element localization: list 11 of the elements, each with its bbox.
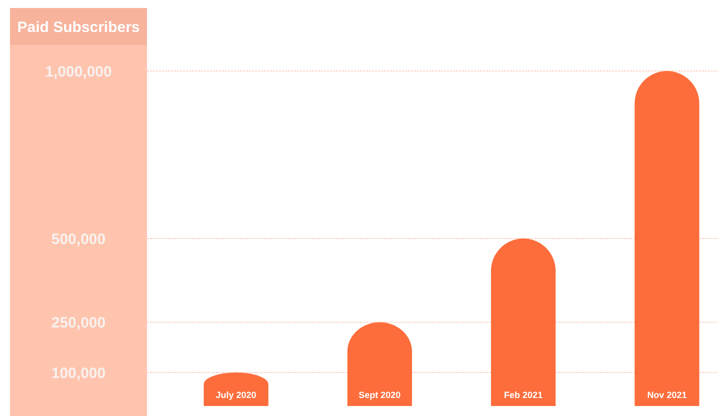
x-tick-label: July 2020 — [216, 390, 256, 400]
y-tick-label: 1,000,000 — [45, 63, 112, 80]
bar — [634, 71, 700, 406]
y-axis-title: Paid Subscribers — [17, 19, 140, 36]
y-tick-label: 100,000 — [51, 364, 106, 382]
x-tick-label: Nov 2021 — [647, 390, 687, 400]
x-tick-label: Feb 2021 — [504, 390, 543, 400]
bar — [491, 238, 556, 406]
y-tick-label: 250,000 — [51, 314, 106, 332]
y-tick-label: 500,000 — [51, 230, 106, 248]
x-tick-label: Sept 2020 — [358, 390, 401, 400]
